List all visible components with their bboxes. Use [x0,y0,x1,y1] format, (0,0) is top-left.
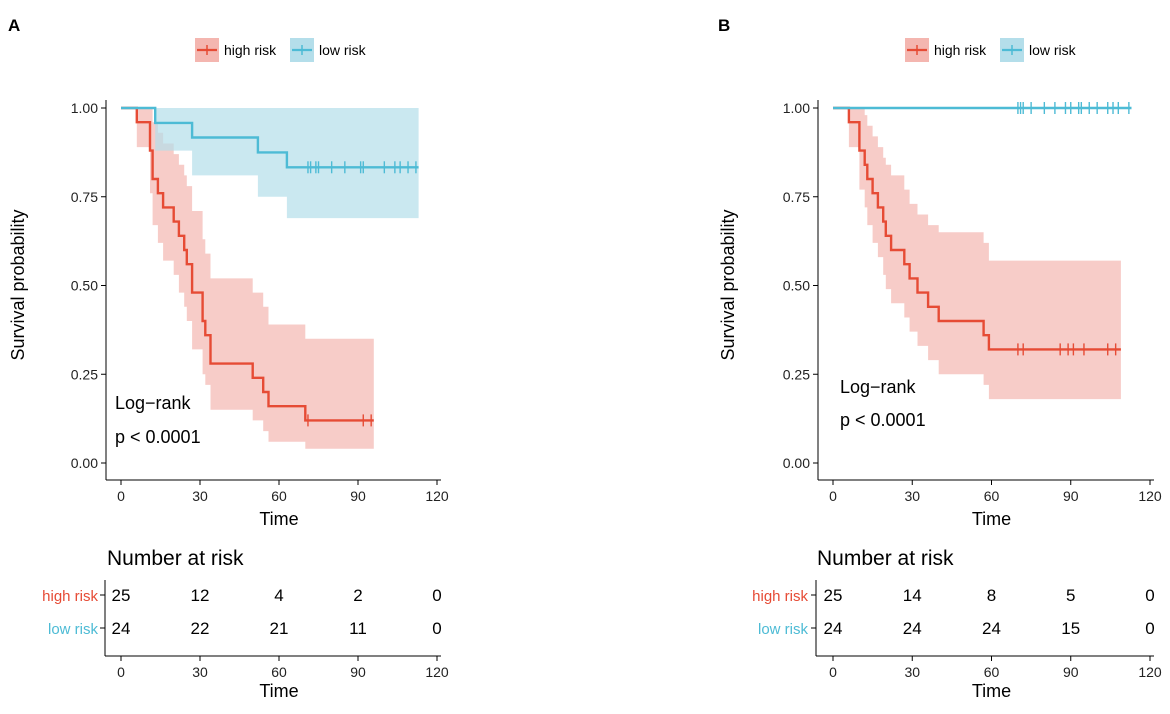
risk-count-high: 0 [1145,586,1154,605]
risk-count-high: 2 [353,586,362,605]
survival-curve-low [121,106,419,169]
risk-table: Number at risk high risk 25 14 8 5 0 low risk 24… [752,547,1162,701]
x-axis-title: Time [259,509,298,529]
risk-table-x-tick-label: 120 [425,664,449,680]
legend-label-low: low risk [319,42,367,58]
risk-table-x-tick-label: 0 [829,664,837,680]
y-tick-label: 0.75 [71,189,98,205]
risk-table-x-tick-label: 30 [904,664,920,680]
risk-count-high: 12 [191,586,210,605]
risk-count-low: 0 [432,619,441,638]
risk-row-label-low: low risk [48,621,99,638]
x-tick-label: 30 [192,488,208,504]
risk-table-title: Number at risk [817,547,954,570]
risk-row-label-high: high risk [752,588,808,605]
ci-band-low [121,108,419,219]
risk-count-high: 5 [1066,586,1075,605]
panel-label: B [718,16,730,35]
risk-count-high: 8 [987,586,996,605]
x-tick-label: 0 [117,488,125,504]
ci-band-high [833,108,1121,400]
y-tick-label: 0.50 [783,278,810,294]
log-rank-label: Log−rank [115,393,192,413]
risk-table-x-title: Time [972,681,1011,701]
risk-count-high: 25 [112,586,131,605]
risk-count-low: 15 [1061,619,1080,638]
risk-count-low: 22 [191,619,210,638]
legend-label-high: high risk [934,42,987,58]
risk-table-title: Number at risk [107,547,244,570]
risk-table-x-tick-label: 120 [1138,664,1162,680]
p-value-label: p < 0.0001 [115,427,201,447]
y-tick-label: 1.00 [783,100,810,116]
survival-curve-high [121,106,374,422]
risk-table-x-tick-label: 60 [984,664,1000,680]
y-tick-label: 0.25 [71,366,98,382]
risk-table-x-tick-label: 30 [192,664,208,680]
y-tick-label: 0.00 [783,455,810,471]
risk-count-low: 21 [270,619,289,638]
axes: 0.00 0.25 0.50 0.75 1.00 0 30 60 90 120 Time Surviv… [718,100,1162,529]
y-axis-title: Survival probability [8,209,28,360]
x-tick-label: 120 [425,488,449,504]
risk-table-x-tick-label: 90 [350,664,366,680]
x-tick-label: 120 [1138,488,1162,504]
x-tick-label: 60 [271,488,287,504]
y-tick-label: 0.75 [783,189,810,205]
x-tick-label: 30 [904,488,920,504]
risk-count-low: 24 [903,619,922,638]
risk-row-label-low: low risk [758,621,809,638]
risk-count-high: 0 [432,586,441,605]
x-axis-title: Time [972,509,1011,529]
x-tick-label: 60 [984,488,1000,504]
risk-count-low: 24 [112,619,131,638]
y-tick-label: 0.00 [71,455,98,471]
legend-label-low: low risk [1029,42,1077,58]
risk-count-low: 24 [824,619,843,638]
panel-label: A [8,16,20,35]
x-tick-label: 90 [1063,488,1079,504]
risk-count-low: 0 [1145,619,1154,638]
risk-count-low: 11 [349,619,367,638]
y-tick-label: 1.00 [71,100,98,116]
p-value-label: p < 0.0001 [840,410,926,430]
risk-table: Number at risk high risk 25 12 4 2 0 low risk 24… [42,547,449,701]
risk-count-high: 14 [903,586,922,605]
risk-count-high: 25 [824,586,843,605]
legend-label-high: high risk [224,42,277,58]
risk-table-x-tick-label: 0 [117,664,125,680]
survival-curve-high [833,106,1121,351]
log-rank-label: Log−rank [840,377,917,397]
x-tick-label: 0 [829,488,837,504]
risk-row-label-high: high risk [42,588,98,605]
y-tick-label: 0.50 [71,278,98,294]
axes: 0.00 0.25 0.50 0.75 1.00 0 30 60 90 120 Time Surviv… [8,100,449,529]
ci-band-high [121,108,374,449]
risk-count-high: 4 [274,586,283,605]
y-axis-title: Survival probability [718,209,738,360]
y-tick-label: 0.25 [783,366,810,382]
x-tick-label: 90 [350,488,366,504]
legend: high risk low risk [195,38,367,62]
risk-table-x-title: Time [259,681,298,701]
risk-count-low: 24 [982,619,1001,638]
risk-table-x-tick-label: 60 [271,664,287,680]
risk-table-x-tick-label: 90 [1063,664,1079,680]
legend: high risk low risk [905,38,1077,62]
